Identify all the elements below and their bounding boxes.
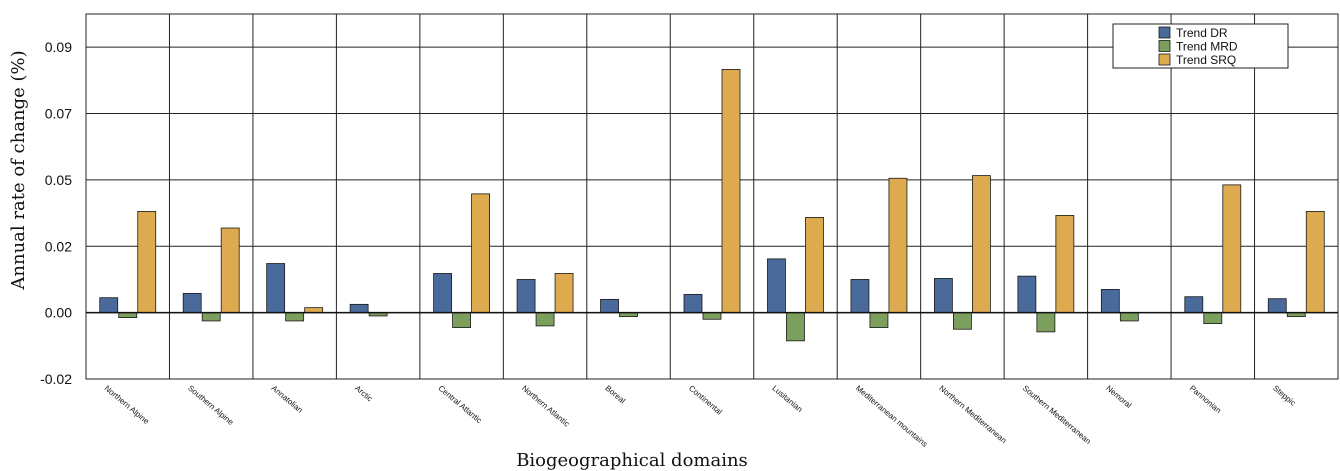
x-tick-label: Central Atlantic [437, 384, 484, 425]
bar-trend-mrd [202, 313, 220, 321]
x-tick-label: Pannonian [1188, 384, 1223, 415]
x-tick-label: Annatolian [270, 384, 305, 415]
bar-trend-srq [1056, 215, 1074, 312]
x-tick-label: Arctic [353, 384, 374, 404]
bar-trend-dr [350, 304, 368, 312]
x-tick-label: Northern Alpine [103, 384, 151, 427]
x-tick-label: Steppic [1271, 384, 1297, 408]
bar-trend-srq [722, 69, 740, 312]
bar-trend-mrd [1037, 313, 1055, 332]
x-tick-label: Lusitanian [770, 384, 804, 414]
y-tick-label: 0.02 [45, 238, 72, 254]
x-tick-label: Boreal [604, 384, 628, 406]
y-tick-label: 0.07 [45, 106, 72, 122]
bar-trend-dr [767, 259, 785, 313]
bar-trend-dr [1101, 289, 1119, 312]
bar-trend-dr [183, 293, 201, 312]
bar-trend-dr [267, 264, 285, 313]
bar-trend-dr [1268, 299, 1286, 313]
x-tick-labels: Northern Alpine Southern Alpine Annatolian… [103, 384, 1298, 449]
plot-area [86, 14, 1338, 379]
bar-trend-srq [972, 176, 990, 313]
bar-trend-dr [1185, 297, 1203, 313]
x-tick-label: Continental [687, 384, 724, 417]
x-tick-label: Northern Mediterranean [937, 384, 1008, 445]
bar-trend-srq [805, 217, 823, 312]
legend-label: Trend MRD [1176, 40, 1238, 54]
bar-trend-srq [472, 194, 490, 313]
bar-trend-dr [100, 298, 118, 313]
legend-swatch [1159, 54, 1170, 65]
bar-trend-dr [434, 273, 452, 312]
y-tick-label: 0.09 [45, 39, 72, 55]
bar-trend-mrd [953, 313, 971, 330]
bar-trend-mrd [536, 313, 554, 326]
x-tick-label: Southern Alpine [186, 384, 235, 428]
plot-background [86, 14, 1338, 379]
x-tick-label: Northern Atlantic [520, 384, 571, 429]
y-tick-label: -0.02 [40, 371, 72, 387]
bar-trend-srq [138, 211, 156, 312]
bar-trend-srq [305, 308, 323, 313]
x-tick-label: Mediterranean mountains [854, 384, 929, 449]
bar-trend-dr [684, 294, 702, 312]
bar-trend-srq [889, 178, 907, 312]
legend-swatch [1159, 41, 1170, 52]
bar-trend-mrd [870, 313, 888, 328]
y-tick-label: 0.00 [45, 305, 72, 321]
legend-swatch [1159, 27, 1170, 38]
bar-trend-mrd [453, 313, 471, 328]
legend-label: Trend SRQ [1176, 53, 1236, 67]
bar-trend-srq [1223, 185, 1241, 313]
bar-trend-dr [934, 278, 952, 312]
bar-trend-mrd [286, 313, 304, 321]
bar-trend-dr [851, 279, 869, 312]
bar-trend-dr [1018, 276, 1036, 313]
bar-trend-dr [601, 299, 619, 312]
bar-trend-srq [555, 273, 573, 312]
x-axis-label: Biogeographical domains [516, 450, 748, 471]
bar-trend-mrd [786, 313, 804, 341]
bar-trend-mrd [703, 313, 721, 320]
bar-trend-mrd [1120, 313, 1138, 321]
bar-trend-mrd [119, 313, 137, 318]
bar-trend-srq [221, 228, 239, 313]
bar-trend-srq [1306, 211, 1324, 312]
bar-trend-dr [517, 279, 535, 312]
legend-label: Trend DR [1176, 26, 1228, 40]
bar-trend-mrd [1204, 313, 1222, 324]
x-tick-label: Southern Mediterranean [1021, 384, 1093, 446]
y-tick-labels: -0.02 0.00 0.02 0.05 0.07 0.09 [40, 39, 72, 387]
x-tick-label: Nemoral [1104, 384, 1133, 410]
y-axis-label: Annual rate of change (%) [8, 50, 29, 290]
y-tick-label: 0.05 [45, 172, 72, 188]
